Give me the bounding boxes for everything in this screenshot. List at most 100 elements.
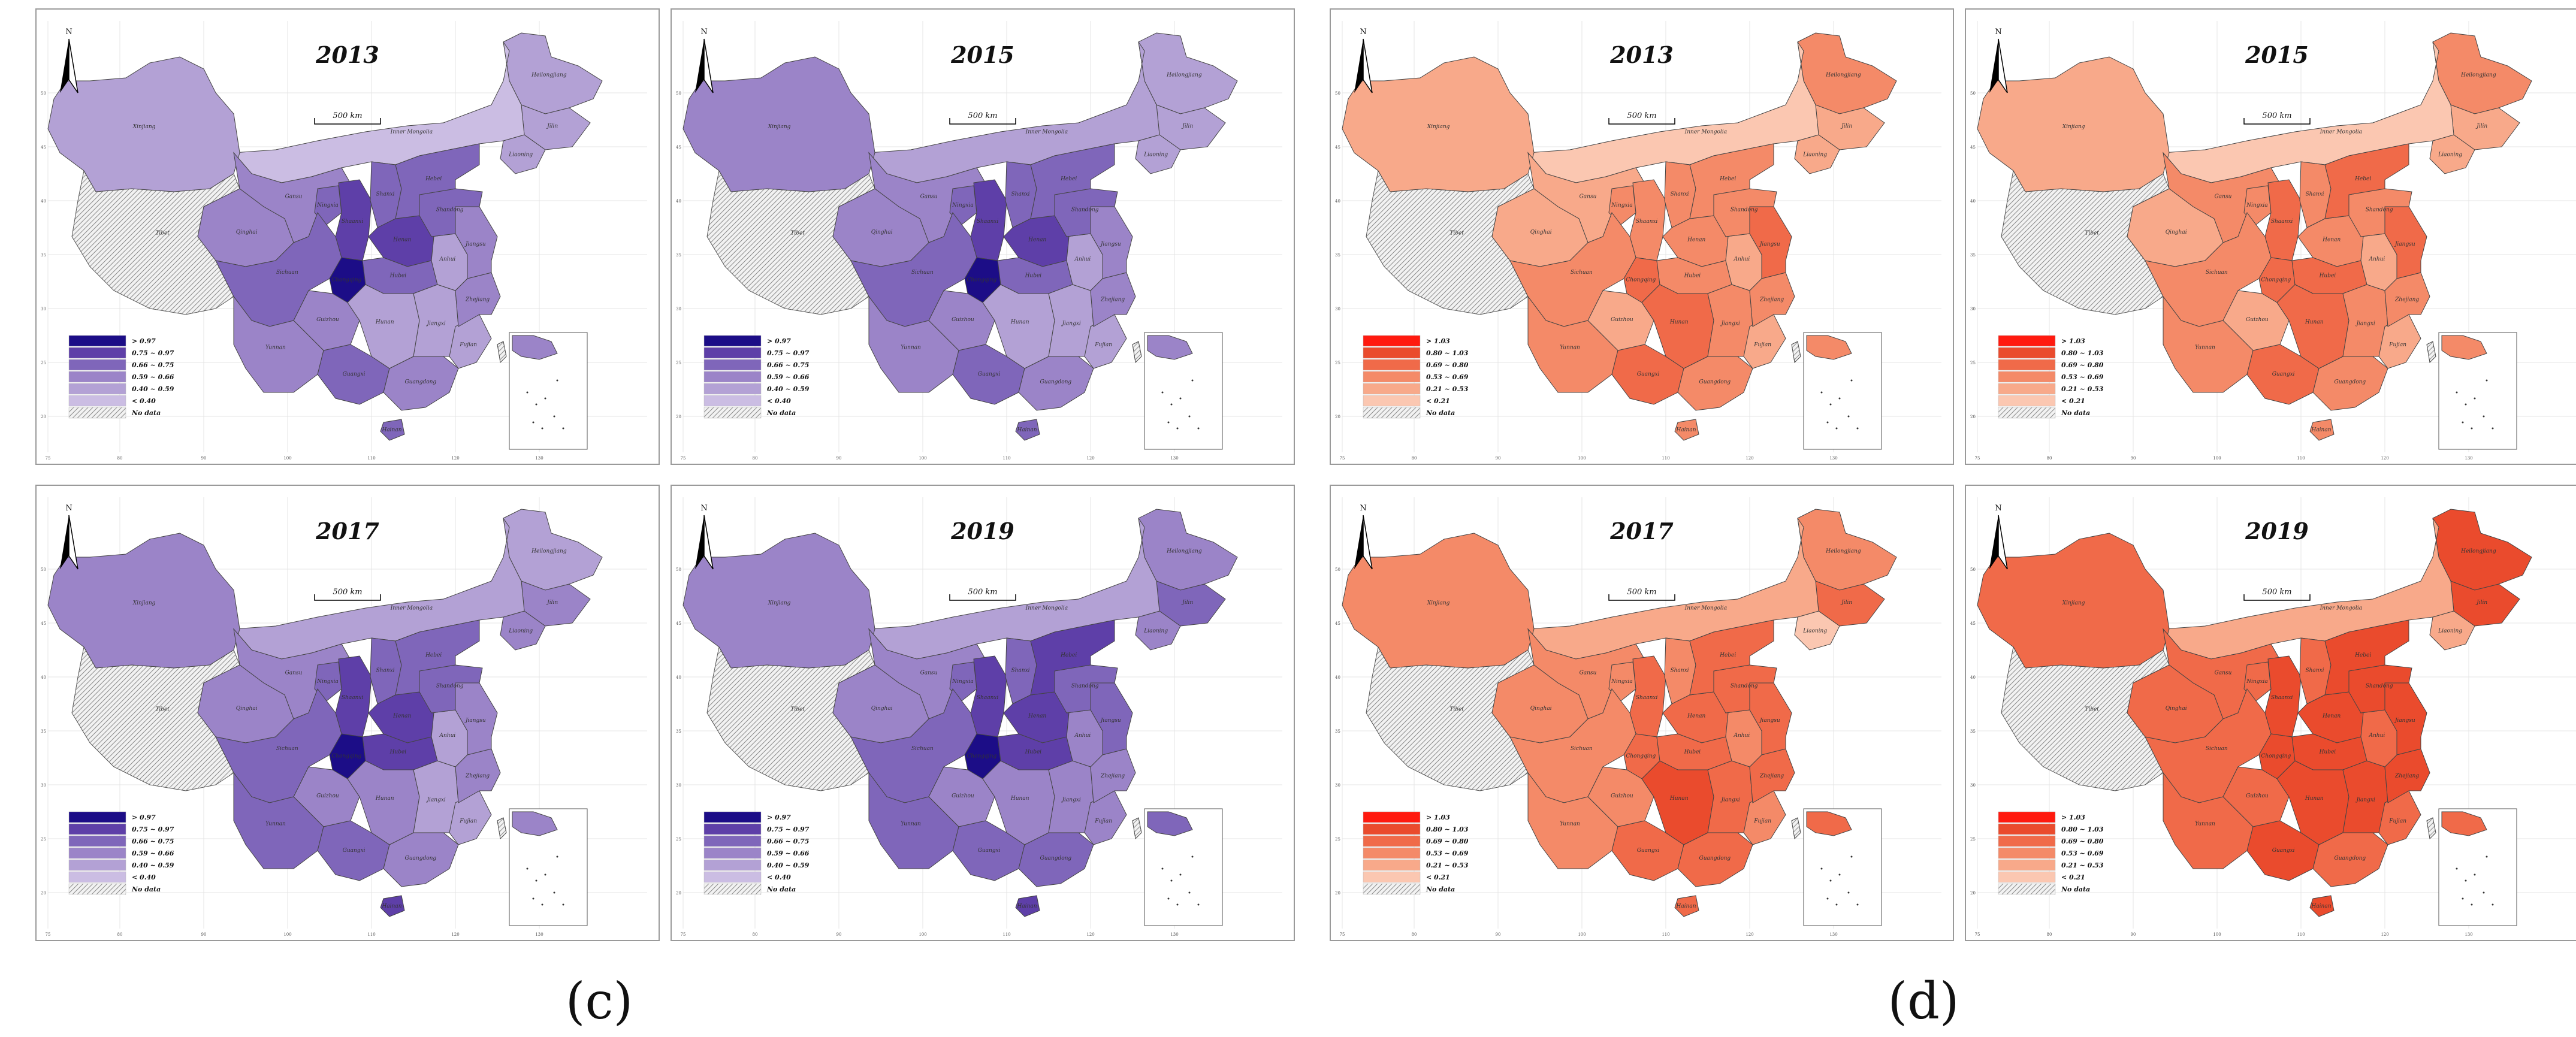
inset-island	[1167, 421, 1170, 424]
province-label: Ningxia	[2246, 679, 2268, 685]
legend-swatch	[1998, 859, 2056, 871]
province-label: Shandong	[2366, 207, 2393, 213]
province-label: Heilongjiang	[2460, 549, 2496, 555]
legend-label: No data	[1426, 409, 1455, 417]
inset-island	[1170, 403, 1173, 406]
scale-bar	[2243, 594, 2311, 601]
province-label: Shanxi	[1670, 667, 1689, 673]
province-hainan	[1015, 895, 1040, 917]
province-label: Guangxi	[978, 848, 1001, 854]
inset-island	[544, 397, 546, 400]
province-hunan	[347, 284, 420, 369]
lat-tick: 35	[1970, 253, 1976, 258]
province-label: Hunan	[1669, 319, 1689, 325]
legend-label: 0.59 ~ 0.66	[132, 373, 174, 381]
province-label: Jilin	[1840, 600, 1852, 606]
province-ningxia	[2243, 185, 2272, 225]
south-china-sea-inset	[1144, 332, 1223, 450]
province-label: Heilongjiang	[531, 72, 567, 78]
lon-tick: 80	[117, 932, 123, 937]
legend-swatch	[703, 847, 762, 859]
south-china-sea-inset	[1803, 332, 1882, 450]
lon-tick: 110	[1002, 456, 1010, 461]
province-jiangsu	[455, 206, 498, 279]
map-year-title: 2013	[1609, 41, 1674, 68]
lat-tick: 45	[1335, 145, 1340, 150]
inset-island	[2471, 427, 2473, 430]
lon-tick: 120	[2381, 932, 2388, 937]
inset-island	[541, 903, 543, 906]
province-label: Zhejiang	[465, 297, 490, 303]
lat-tick: 40	[676, 675, 681, 680]
legend-label: > 0.97	[132, 337, 156, 345]
north-arrow-icon	[68, 515, 78, 570]
region-taiwan	[1791, 817, 1801, 840]
legend-label: 0.66 ~ 0.75	[767, 361, 809, 369]
lon-tick: 100	[919, 456, 926, 461]
province-jiangsu	[1749, 682, 1792, 755]
lat-tick: 40	[41, 675, 46, 680]
province-label: Henan	[392, 713, 411, 719]
lon-tick: 90	[1496, 932, 1501, 937]
north-arrow-icon	[695, 515, 704, 569]
map-year-title: 2015	[2245, 41, 2309, 68]
legend-swatch	[1363, 823, 1421, 835]
legend-swatch	[703, 407, 762, 419]
region-taiwan	[1791, 341, 1801, 364]
legend-label: 0.75 ~ 0.97	[767, 826, 810, 833]
legend-label: 0.21 ~ 0.53	[1426, 385, 1469, 393]
lon-tick: 80	[1412, 456, 1417, 461]
province-label: Hainan	[1016, 427, 1037, 433]
legend-label: 0.53 ~ 0.69	[1426, 373, 1469, 381]
province-hainan	[1674, 419, 1699, 441]
province-label: Yunnan	[1560, 821, 1580, 827]
legend-swatch	[1363, 407, 1421, 419]
lat-tick: 25	[1335, 361, 1340, 365]
inset-island	[2474, 873, 2476, 876]
legend-swatch	[703, 823, 762, 835]
province-label: Jilin	[546, 600, 558, 606]
inset-island	[1856, 903, 1859, 906]
province-label: Jiangsu	[2394, 241, 2415, 247]
province-label: Jiangsu	[2394, 718, 2415, 724]
scale-bar	[314, 594, 381, 601]
legend-label: 0.59 ~ 0.66	[767, 849, 810, 857]
province-hunan	[2276, 284, 2349, 369]
map-c-2019: 50 45 40 35 30 25 20 75 80 90 100 110 120 130 Tibet Hei…	[671, 485, 1295, 941]
inset-island	[1850, 379, 1853, 382]
inset-coast	[512, 335, 558, 360]
province-hebei	[1030, 619, 1115, 696]
inset-island	[1197, 903, 1200, 906]
province-label: Shandong	[436, 683, 464, 689]
region-taiwan	[497, 341, 507, 364]
province-label: Zhejiang	[2394, 297, 2419, 303]
province-label: Guangdong	[1699, 855, 1731, 861]
province-label: Jiangxi	[1720, 321, 1740, 326]
legend-swatch	[1998, 335, 2056, 347]
province-label: Gansu	[920, 194, 938, 199]
province-ningxia	[949, 185, 977, 225]
province-label: Jiangsu	[1759, 241, 1780, 247]
province-label: Jiangxi	[1061, 797, 1080, 803]
province-zhejiang	[2384, 272, 2430, 327]
legend-swatch	[1998, 883, 2056, 895]
inset-island	[1826, 897, 1829, 900]
inset-coast	[1806, 335, 1852, 360]
north-arrow-icon	[1354, 515, 1363, 569]
province-zhejiang	[1749, 748, 1795, 803]
province-label: Yunnan	[901, 345, 921, 351]
province-label: Fujian	[1753, 342, 1771, 348]
lat-tick: 50	[676, 91, 681, 96]
north-arrow-icon	[1998, 515, 2008, 570]
lat-tick: 45	[676, 621, 681, 626]
province-label: Hainan	[2311, 903, 2331, 909]
province-label: Hunan	[375, 319, 394, 325]
legend-swatch	[68, 383, 126, 395]
lon-tick: 80	[753, 456, 758, 461]
province-label: Hubei	[1684, 749, 1701, 755]
lon-tick: 75	[46, 932, 51, 937]
province-label: Fujian	[1094, 818, 1112, 824]
scale-label: 500 km	[968, 588, 997, 597]
legend: > 0.97 0.75 ~ 0.97 0.66 ~ 0.75 0.59 ~ 0.66 0…	[703, 811, 810, 895]
